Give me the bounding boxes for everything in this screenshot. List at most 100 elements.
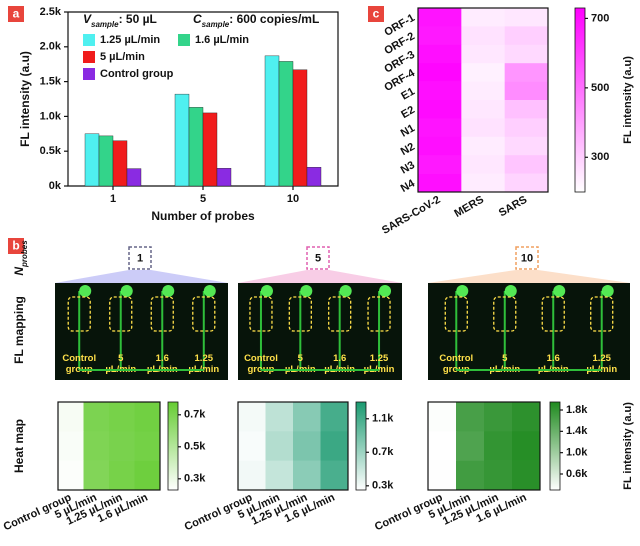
chamber xyxy=(288,296,312,332)
reservoir xyxy=(601,285,614,297)
y-tick-label: 0.5k xyxy=(40,145,62,157)
heat-cell xyxy=(461,100,505,119)
photo-label: 1.25 µL/min xyxy=(188,353,219,375)
bar xyxy=(292,69,308,187)
annotation-subscript: sample xyxy=(202,20,230,29)
colorbar-tick-label: 0.3k xyxy=(372,480,394,492)
photo-label-line: Control xyxy=(439,353,473,364)
heat-cell xyxy=(461,44,505,64)
heat-cell xyxy=(418,44,462,64)
legend-label: 5 µL/min xyxy=(100,51,145,63)
probe-count: 1 xyxy=(137,252,143,264)
colorbar-tick-label: 700 xyxy=(591,12,609,24)
heat-cell xyxy=(484,402,513,432)
heat-cell xyxy=(461,118,505,138)
chamber xyxy=(367,296,391,332)
chamber xyxy=(328,296,352,332)
heat-cell xyxy=(504,26,549,46)
heat-cell xyxy=(265,460,294,491)
colorbar-tick-label: 300 xyxy=(591,151,609,163)
heat-cell xyxy=(504,44,549,64)
heat-cell xyxy=(461,63,505,82)
heat-cell xyxy=(512,460,541,491)
bar xyxy=(112,140,128,187)
chamber xyxy=(444,296,468,332)
photo-label-line: Control xyxy=(62,353,96,364)
x-tick-label: 1 xyxy=(110,193,116,205)
reservoir xyxy=(79,285,92,297)
legend-label: 1.6 µL/min xyxy=(195,34,249,46)
photo-label-line: 5 xyxy=(118,353,124,364)
annotation: Csample: 600 copies/mL xyxy=(193,12,319,28)
panel-letter: a xyxy=(13,7,20,21)
photo-label: Control group xyxy=(439,353,473,375)
probe-box xyxy=(515,246,539,270)
probe-label-symbol: N xyxy=(12,267,26,276)
bar xyxy=(264,55,280,187)
probe-box xyxy=(306,246,330,270)
photo xyxy=(428,283,630,380)
heat-cell xyxy=(418,26,462,46)
y-tick-label: E2 xyxy=(399,104,417,121)
heat-cell xyxy=(418,136,462,156)
x-tick-label: SARS-CoV-2 xyxy=(380,194,443,237)
y-tick-label: 0k xyxy=(49,180,62,192)
colorbar-label: FL intensity (a.u) xyxy=(622,56,634,144)
photo-label-line: 1.6 xyxy=(547,353,560,364)
heat-cell xyxy=(83,460,110,491)
heat-cell xyxy=(293,460,321,491)
heat-cell xyxy=(83,431,110,461)
legend-swatch xyxy=(83,68,95,80)
colorbar-label: FL intensity (a.u) xyxy=(622,402,634,490)
colorbar xyxy=(167,401,179,491)
heat-cell xyxy=(134,402,161,432)
panel-letter: b xyxy=(12,239,19,253)
chamber xyxy=(150,296,174,332)
heat-cell xyxy=(238,431,266,461)
panel-letter-box xyxy=(8,6,24,22)
bar xyxy=(174,93,190,187)
heat-cell xyxy=(456,431,485,461)
bar xyxy=(202,112,218,187)
x-tick-label: 10 xyxy=(287,193,299,205)
annotation-text: : 600 copies/mL xyxy=(229,12,319,26)
heat-cell xyxy=(504,173,549,193)
y-tick-label: 1.5k xyxy=(40,76,62,88)
heat-cell xyxy=(461,81,505,101)
panel-letter-box xyxy=(8,238,24,254)
heat-cell xyxy=(293,402,321,432)
reservoir xyxy=(162,285,175,297)
bar xyxy=(188,107,204,187)
colorbar xyxy=(355,401,367,491)
photo-label: Control group xyxy=(244,353,278,375)
y-tick-label: 2.0k xyxy=(40,41,62,53)
heat-cell xyxy=(504,8,549,27)
legend-swatch xyxy=(83,51,95,63)
y-tick-label: E1 xyxy=(399,86,417,103)
heat-cell xyxy=(504,63,549,82)
heat-cell xyxy=(428,460,457,491)
heatmap-frame xyxy=(57,401,161,491)
bar xyxy=(306,167,322,187)
photo-label-line: 1.6 xyxy=(333,353,346,364)
probe-label-subscript: probes xyxy=(20,240,29,268)
y-tick-label: N3 xyxy=(399,159,417,176)
heat-cell xyxy=(418,155,462,174)
fan xyxy=(55,270,228,283)
y-tick-label: N4 xyxy=(399,177,418,195)
heat-cell xyxy=(456,402,485,432)
row-label: FL mapping xyxy=(12,296,26,364)
photo-label: Control group xyxy=(62,353,96,375)
heat-cell xyxy=(461,8,505,27)
chamber xyxy=(590,296,614,332)
chamber xyxy=(192,296,216,332)
reservoir xyxy=(456,285,469,297)
panel-letter: c xyxy=(373,7,380,21)
photo-label-line: 5 xyxy=(298,353,304,364)
photo-label-line: Control xyxy=(244,353,278,364)
heat-cell xyxy=(265,402,294,432)
bar xyxy=(126,168,142,187)
heat-cell xyxy=(265,431,294,461)
legend-swatch xyxy=(83,34,95,46)
